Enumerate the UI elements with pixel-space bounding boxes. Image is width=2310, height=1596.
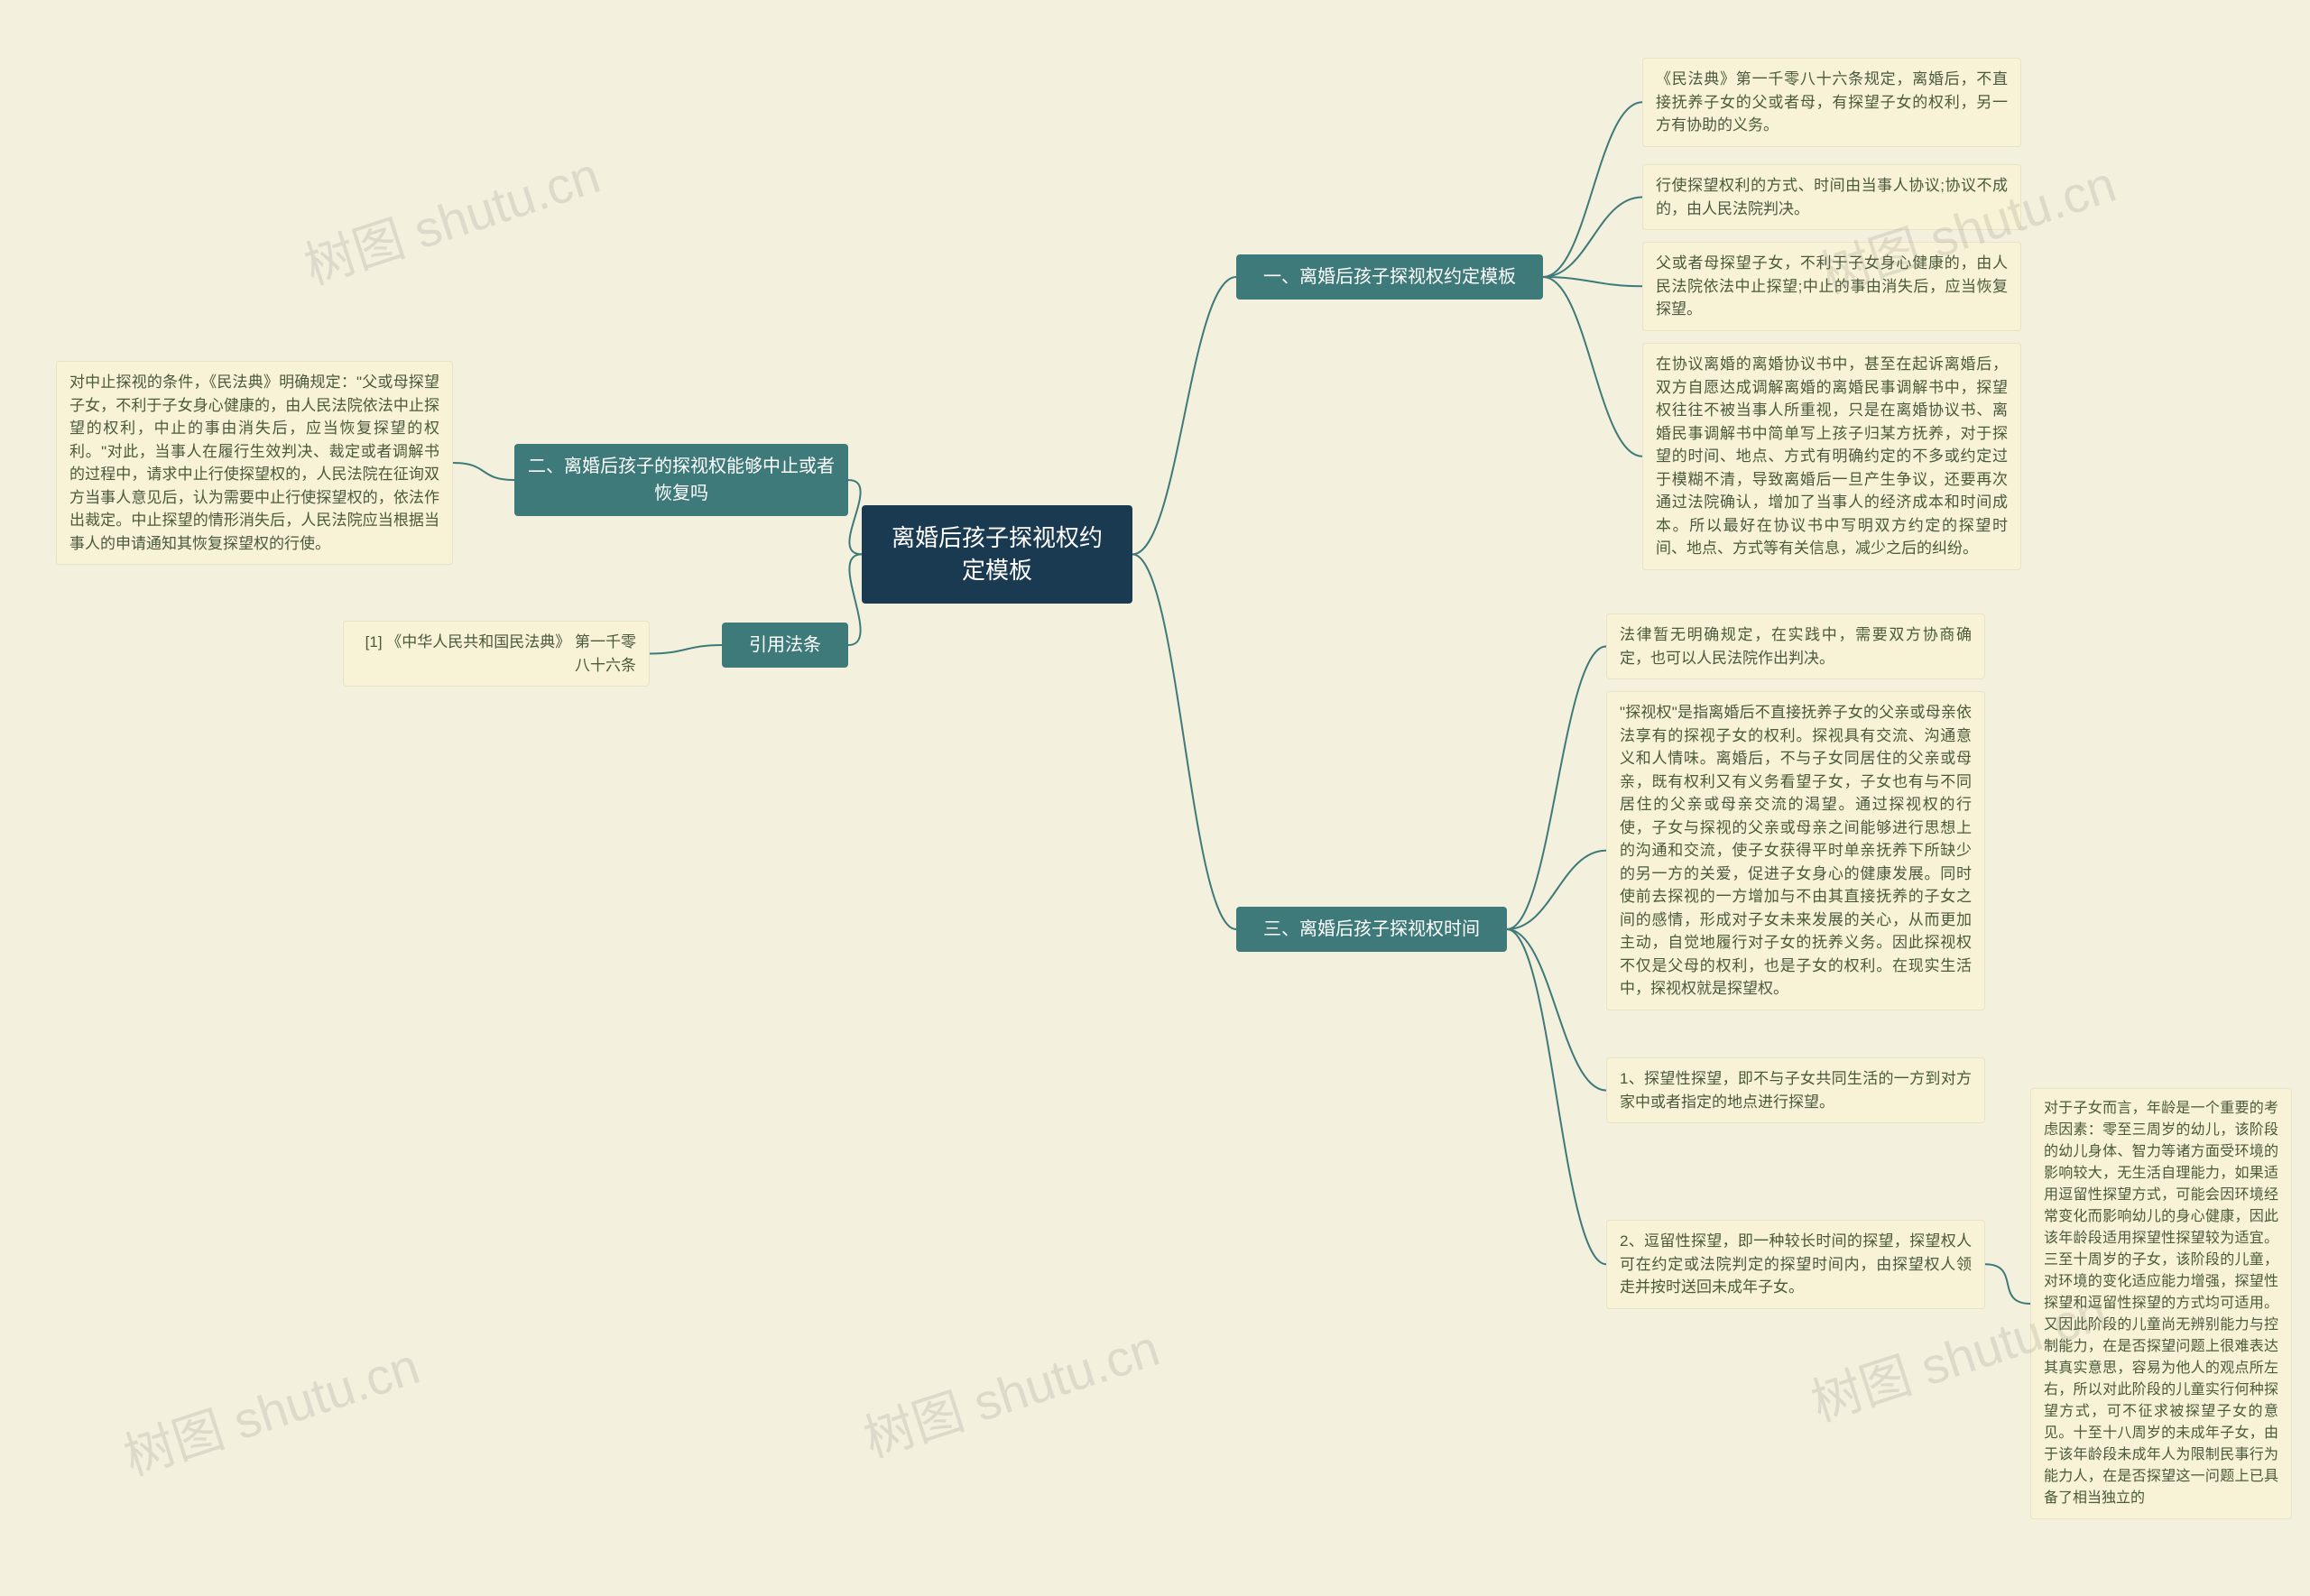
leaf-3-4-sub: 对于子女而言，年龄是一个重要的考虑因素：零至三周岁的幼儿，该阶段的幼儿身体、智力…: [2030, 1088, 2292, 1519]
branch-reference[interactable]: 引用法条: [722, 623, 848, 668]
leaf-1-4: 在协议离婚的离婚协议书中，甚至在起诉离婚后，双方自愿达成调解离婚的离婚民事调解书…: [1642, 343, 2021, 570]
branch-section-1[interactable]: 一、离婚后孩子探视权约定模板: [1236, 254, 1543, 300]
leaf-3-3: 1、探望性探望，即不与子女共同生活的一方到对方家中或者指定的地点进行探望。: [1606, 1057, 1985, 1123]
leaf-2-1: 对中止探视的条件，《民法典》明确规定："父或母探望子女，不利于子女身心健康的，由…: [56, 361, 453, 565]
leaf-1-1: 《民法典》第一千零八十六条规定，离婚后，不直接抚养子女的父或者母，有探望子女的权…: [1642, 58, 2021, 147]
branch-section-2[interactable]: 二、离婚后孩子的探视权能够中止或者恢复吗: [514, 444, 848, 516]
watermark: 树图 shutu.cn: [114, 1326, 428, 1490]
branch-section-3[interactable]: 三、离婚后孩子探视权时间: [1236, 907, 1507, 952]
watermark: 树图 shutu.cn: [854, 1308, 1168, 1472]
leaf-3-1: 法律暂无明确规定，在实践中，需要双方协商确定，也可以人民法院作出判决。: [1606, 613, 1985, 679]
leaf-3-4: 2、逗留性探望，即一种较长时间的探望，探望权人可在约定或法院判定的探望时间内，由…: [1606, 1220, 1985, 1309]
watermark: 树图 shutu.cn: [294, 135, 608, 300]
leaf-1-2: 行使探望权利的方式、时间由当事人协议;协议不成的，由人民法院判决。: [1642, 164, 2021, 230]
leaf-ref-1: [1] 《中华人民共和国民法典》 第一千零八十六条: [343, 621, 650, 687]
root-node[interactable]: 离婚后孩子探视权约定模板: [862, 505, 1132, 604]
leaf-3-2: "探视权"是指离婚后不直接抚养子女的父亲或母亲依法享有的探视子女的权利。探视具有…: [1606, 691, 1985, 1010]
leaf-1-3: 父或者母探望子女，不利于子女身心健康的，由人民法院依法中止探望;中止的事由消失后…: [1642, 242, 2021, 331]
